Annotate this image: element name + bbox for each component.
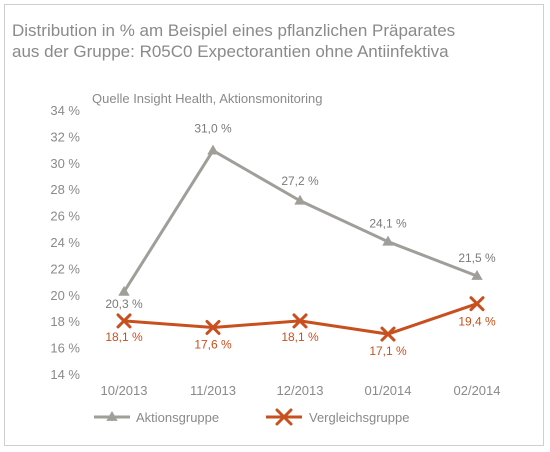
x-tick-label: 01/2014 <box>365 383 412 398</box>
legend-aktionsgruppe-label: Aktionsgruppe <box>136 410 219 425</box>
chart-title-line-1: Distribution in % am Beispiel eines pfla… <box>12 21 456 40</box>
legend-vergleichsgruppe-label: Vergleichsgruppe <box>309 410 409 425</box>
x-tick-label: 11/2013 <box>190 383 236 398</box>
y-tick-label: 18 % <box>50 314 80 329</box>
x-tick-label: 12/2013 <box>277 383 324 398</box>
data-label: 20,3 % <box>105 297 143 311</box>
x-tick-label: 02/2014 <box>454 383 501 398</box>
x-tick-label: 10/2013 <box>101 383 148 398</box>
y-tick-label: 28 % <box>50 182 80 197</box>
data-label: 21,5 % <box>458 251 496 265</box>
y-tick-label: 22 % <box>50 261 80 276</box>
chart-title-line-2: aus der Gruppe: R05C0 Expectorantien ohn… <box>12 42 449 61</box>
y-tick-label: 26 % <box>50 209 80 224</box>
triangle-marker <box>207 144 219 155</box>
chart-title: Distribution in % am Beispiel eines pfla… <box>12 20 532 62</box>
data-label: 24,1 % <box>369 217 407 231</box>
triangle-marker <box>106 411 118 421</box>
data-label: 31,0 % <box>194 122 232 136</box>
y-tick-label: 20 % <box>50 288 80 303</box>
aktionsgruppe-line <box>122 149 478 293</box>
x-marker <box>380 326 396 342</box>
y-tick-label: 24 % <box>50 235 80 250</box>
x-marker <box>469 296 485 312</box>
chart-frame <box>4 4 544 446</box>
y-tick-label: 16 % <box>50 341 80 356</box>
data-label: 18,1 % <box>105 330 143 344</box>
data-label: 17,1 % <box>369 344 407 358</box>
y-tick-label: 14 % <box>50 367 80 382</box>
x-marker <box>116 313 132 329</box>
chart-subtitle: Quelle Insight Health, Aktionsmonitoring <box>92 91 323 106</box>
y-tick-label: 34 % <box>50 103 80 118</box>
data-label: 27,2 % <box>281 174 319 188</box>
x-marker <box>205 319 221 335</box>
data-label: 18,1 % <box>281 330 319 344</box>
triangle-marker <box>471 270 483 280</box>
triangle-marker <box>382 235 394 246</box>
y-tick-label: 30 % <box>50 156 80 171</box>
data-label: 17,6 % <box>194 337 232 351</box>
triangle-marker <box>118 285 130 296</box>
y-tick-label: 32 % <box>50 129 80 144</box>
x-marker <box>292 313 308 329</box>
data-label: 19,4 % <box>458 315 496 329</box>
triangle-marker <box>294 194 306 205</box>
x-marker <box>275 408 293 426</box>
